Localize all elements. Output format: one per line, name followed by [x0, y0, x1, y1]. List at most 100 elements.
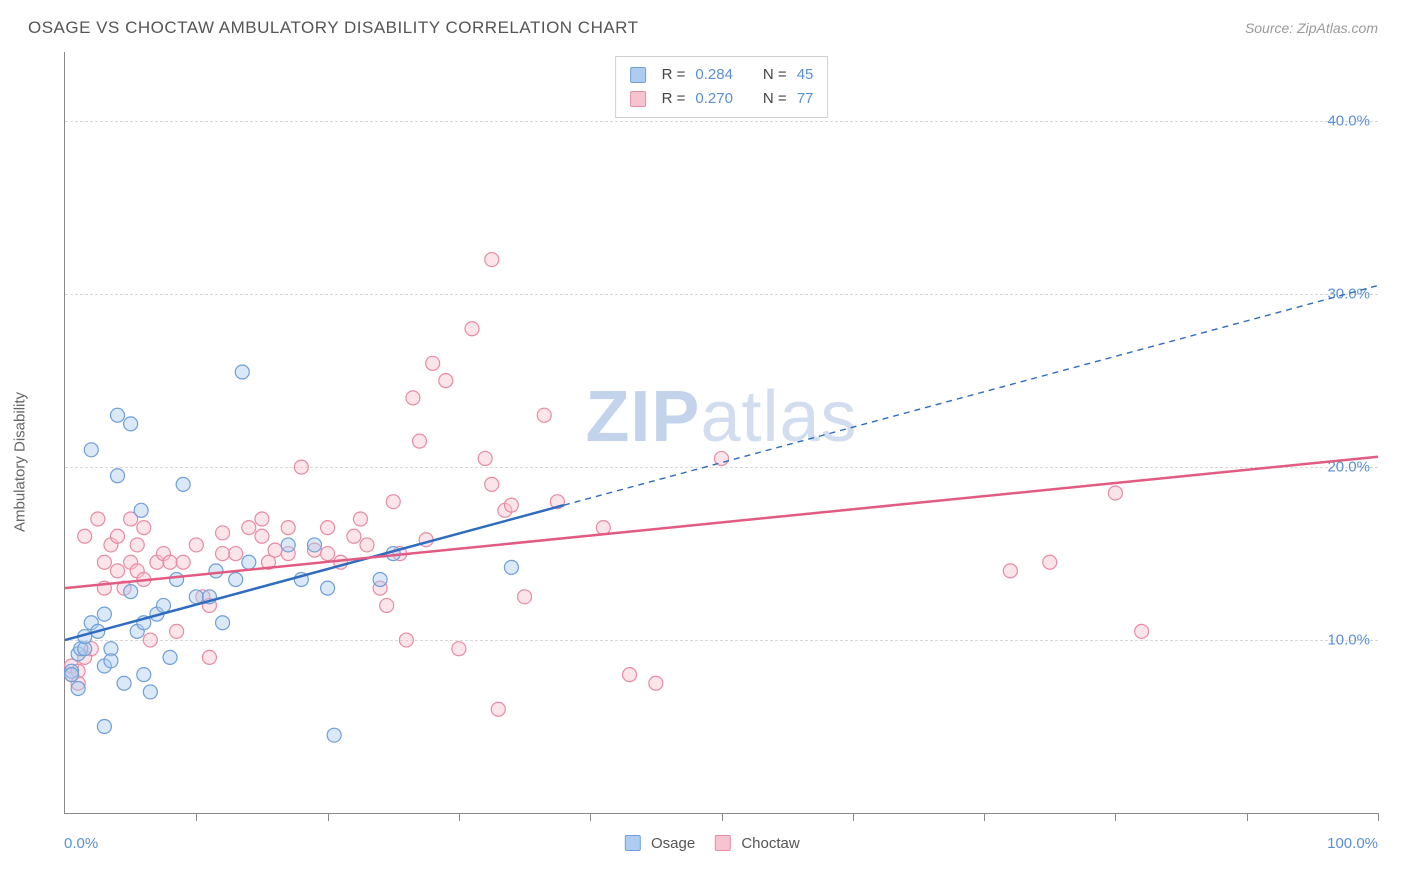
- chart-title: OSAGE VS CHOCTAW AMBULATORY DISABILITY C…: [28, 18, 639, 38]
- osage-point: [373, 573, 387, 587]
- osage-point: [143, 685, 157, 699]
- choctaw-point: [229, 547, 243, 561]
- x-tick: [196, 813, 197, 821]
- x-tick: [328, 813, 329, 821]
- choctaw-point: [268, 543, 282, 557]
- osage-n-value: 45: [797, 63, 814, 87]
- osage-point: [216, 616, 230, 630]
- choctaw-point: [216, 547, 230, 561]
- osage-point: [124, 585, 138, 599]
- choctaw-point: [491, 702, 505, 716]
- choctaw-point: [623, 668, 637, 682]
- y-axis-label: Ambulatory Disability: [12, 392, 29, 532]
- osage-point: [176, 477, 190, 491]
- osage-point: [111, 469, 125, 483]
- choctaw-point: [399, 633, 413, 647]
- osage-point: [163, 650, 177, 664]
- choctaw-point: [111, 529, 125, 543]
- choctaw-point: [518, 590, 532, 604]
- osage-point: [124, 417, 138, 431]
- choctaw-point: [537, 408, 551, 422]
- osage-swatch-icon: [625, 835, 641, 851]
- choctaw-point: [163, 555, 177, 569]
- choctaw-point: [202, 650, 216, 664]
- scatter-svg: [65, 52, 1378, 813]
- choctaw-point: [1108, 486, 1122, 500]
- osage-point: [327, 728, 341, 742]
- osage-point: [242, 555, 256, 569]
- choctaw-swatch-icon: [715, 835, 731, 851]
- choctaw-point: [176, 555, 190, 569]
- osage-point: [235, 365, 249, 379]
- osage-swatch-icon: [630, 67, 646, 83]
- choctaw-point: [347, 529, 361, 543]
- osage-r-value: 0.284: [695, 63, 733, 87]
- source-label: Source: ZipAtlas.com: [1245, 20, 1378, 36]
- choctaw-point: [189, 538, 203, 552]
- osage-point: [104, 654, 118, 668]
- osage-point: [321, 581, 335, 595]
- stats-row-osage: R = 0.284 N = 45: [630, 63, 814, 87]
- choctaw-point: [1043, 555, 1057, 569]
- choctaw-n-value: 77: [797, 87, 814, 111]
- osage-point: [97, 607, 111, 621]
- plot-area: ZIPatlas 10.0%20.0%30.0%40.0% R = 0.284 …: [64, 52, 1378, 814]
- choctaw-point: [452, 642, 466, 656]
- x-axis-row: 0.0% Osage Choctaw 100.0%: [64, 822, 1378, 852]
- choctaw-point: [1135, 624, 1149, 638]
- choctaw-swatch-icon: [630, 91, 646, 107]
- osage-trendline-extrapolated: [564, 285, 1378, 505]
- osage-point: [111, 408, 125, 422]
- x-tick: [853, 813, 854, 821]
- osage-point: [156, 598, 170, 612]
- choctaw-point: [360, 538, 374, 552]
- osage-point: [84, 443, 98, 457]
- chart-header: OSAGE VS CHOCTAW AMBULATORY DISABILITY C…: [0, 0, 1406, 52]
- osage-point: [307, 538, 321, 552]
- osage-point: [134, 503, 148, 517]
- choctaw-point: [321, 547, 335, 561]
- osage-point: [281, 538, 295, 552]
- choctaw-point: [242, 521, 256, 535]
- legend-item-choctaw: Choctaw: [715, 835, 800, 852]
- osage-point: [97, 720, 111, 734]
- choctaw-point: [426, 356, 440, 370]
- choctaw-point: [649, 676, 663, 690]
- choctaw-point: [321, 521, 335, 535]
- stats-legend: R = 0.284 N = 45 R = 0.270 N = 77: [615, 56, 829, 118]
- choctaw-point: [439, 374, 453, 388]
- x-tick: [1115, 813, 1116, 821]
- osage-point: [189, 590, 203, 604]
- choctaw-point: [386, 495, 400, 509]
- osage-point: [504, 560, 518, 574]
- osage-point: [137, 668, 151, 682]
- choctaw-point: [406, 391, 420, 405]
- choctaw-point: [255, 512, 269, 526]
- osage-point: [170, 573, 184, 587]
- choctaw-point: [130, 538, 144, 552]
- osage-point: [209, 564, 223, 578]
- choctaw-point: [380, 598, 394, 612]
- x-tick: [984, 813, 985, 821]
- choctaw-point: [485, 253, 499, 267]
- choctaw-point: [478, 451, 492, 465]
- choctaw-point: [294, 460, 308, 474]
- choctaw-point: [111, 564, 125, 578]
- legend-item-osage: Osage: [625, 835, 695, 852]
- choctaw-point: [170, 624, 184, 638]
- osage-point: [65, 668, 79, 682]
- choctaw-point: [465, 322, 479, 336]
- x-min-label: 0.0%: [64, 835, 98, 852]
- choctaw-point: [353, 512, 367, 526]
- choctaw-point: [281, 521, 295, 535]
- choctaw-point: [97, 555, 111, 569]
- choctaw-point: [216, 526, 230, 540]
- choctaw-point: [137, 521, 151, 535]
- choctaw-point: [91, 512, 105, 526]
- choctaw-point: [255, 529, 269, 543]
- series-legend: Osage Choctaw: [625, 835, 800, 852]
- choctaw-point: [1003, 564, 1017, 578]
- x-tick: [722, 813, 723, 821]
- choctaw-point: [485, 477, 499, 491]
- x-tick: [459, 813, 460, 821]
